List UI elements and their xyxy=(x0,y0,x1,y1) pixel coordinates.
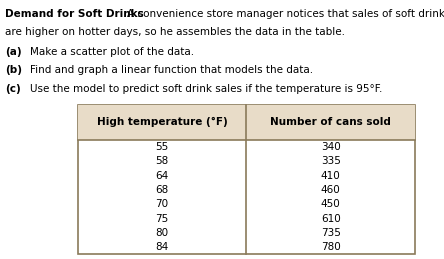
Text: 68: 68 xyxy=(155,185,169,195)
Text: Use the model to predict soft drink sales if the temperature is 95°F.: Use the model to predict soft drink sale… xyxy=(30,84,383,94)
Text: 64: 64 xyxy=(155,171,169,181)
Text: (c): (c) xyxy=(5,84,21,94)
Text: 410: 410 xyxy=(321,171,341,181)
Text: A convenience store manager notices that sales of soft drinks: A convenience store manager notices that… xyxy=(127,9,444,19)
Text: are higher on hotter days, so he assembles the data in the table.: are higher on hotter days, so he assembl… xyxy=(5,27,345,37)
Text: 70: 70 xyxy=(155,199,169,209)
Text: 735: 735 xyxy=(321,228,341,238)
Text: 80: 80 xyxy=(155,228,169,238)
Text: 340: 340 xyxy=(321,142,341,152)
Text: Number of cans sold: Number of cans sold xyxy=(270,117,391,127)
Text: Find and graph a linear function that models the data.: Find and graph a linear function that mo… xyxy=(30,65,313,75)
Text: 55: 55 xyxy=(155,142,169,152)
Text: 58: 58 xyxy=(155,156,169,166)
Text: 460: 460 xyxy=(321,185,341,195)
Bar xyxy=(78,105,415,254)
Text: Demand for Soft Drinks: Demand for Soft Drinks xyxy=(5,9,144,19)
Text: 75: 75 xyxy=(155,214,169,224)
Text: High temperature (°F): High temperature (°F) xyxy=(97,117,227,127)
Text: 84: 84 xyxy=(155,242,169,252)
Text: 450: 450 xyxy=(321,199,341,209)
Text: 610: 610 xyxy=(321,214,341,224)
Text: 780: 780 xyxy=(321,242,341,252)
Text: (a): (a) xyxy=(5,47,22,57)
Bar xyxy=(78,105,415,140)
Text: (b): (b) xyxy=(5,65,22,75)
Text: 335: 335 xyxy=(321,156,341,166)
Text: Make a scatter plot of the data.: Make a scatter plot of the data. xyxy=(30,47,194,57)
